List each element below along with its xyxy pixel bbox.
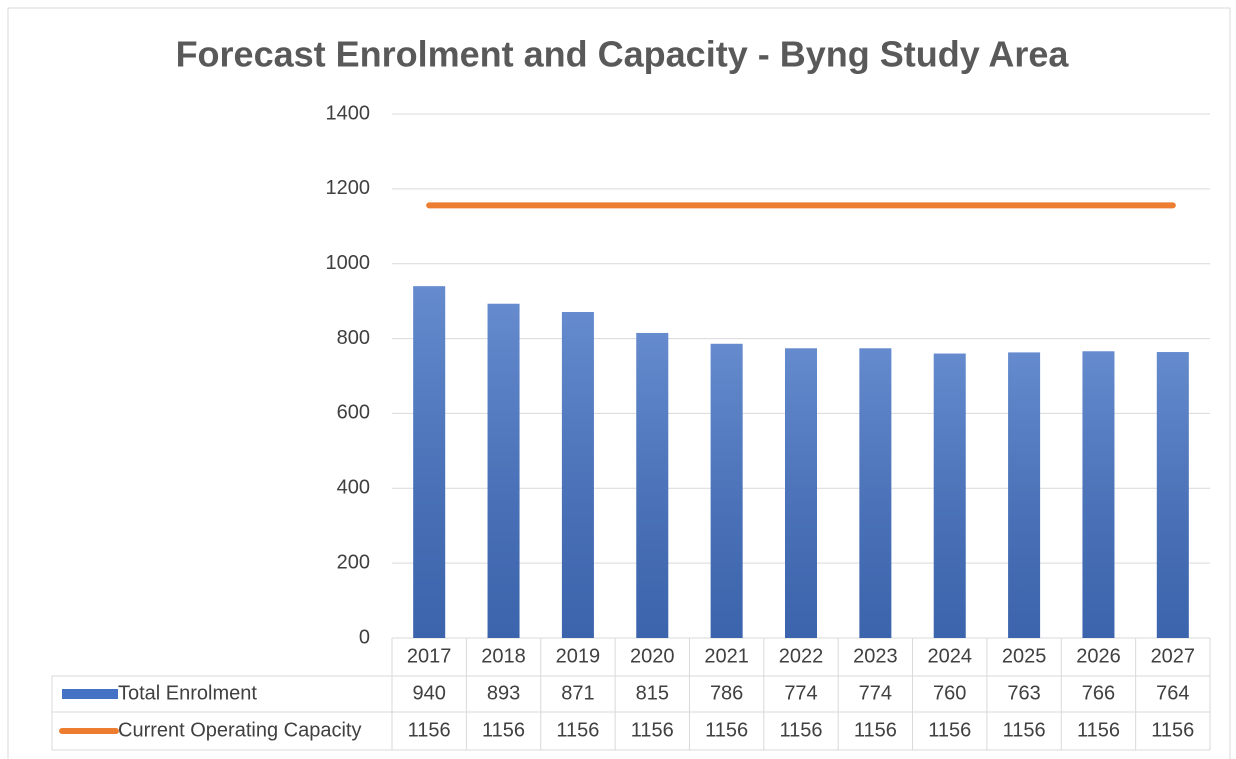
bar-shade [636,332,669,638]
table-value: 760 [933,682,966,704]
bar-shade [487,303,520,638]
bar-shade [710,343,743,638]
y-tick-label: 200 [337,551,370,573]
table-value: 1156 [928,719,971,741]
y-tick-label: 1000 [326,252,371,274]
table-value: 1156 [1151,719,1194,741]
x-tick-label: 2018 [481,645,526,667]
x-tick-label: 2021 [704,645,749,667]
y-tick-label: 800 [337,327,370,349]
bar-shade [1082,351,1115,638]
x-tick-label: 2025 [1002,645,1047,667]
x-tick-label: 2026 [1076,645,1121,667]
y-tick-label: 1400 [326,102,371,124]
table-value: 1156 [779,719,822,741]
y-tick-label: 1200 [326,177,371,199]
bar-shade [1008,352,1041,638]
table-value: 815 [636,682,669,704]
y-tick-label: 600 [337,402,370,424]
bar-shade [413,286,446,638]
y-tick-label: 0 [359,626,370,648]
bar-shade [933,353,966,638]
x-tick-label: 2024 [927,645,972,667]
bar-shade [1156,352,1189,638]
legend-key [62,689,118,699]
legend-label: Total Enrolment [118,682,257,704]
table-value: 764 [1156,682,1189,704]
table-value: 940 [412,682,445,704]
table-value: 774 [784,682,817,704]
table-value: 786 [710,682,743,704]
table-value: 1156 [482,719,525,741]
x-tick-label: 2022 [779,645,824,667]
x-tick-label: 2023 [853,645,898,667]
y-tick-label: 400 [337,477,370,499]
bar-shade [785,348,817,638]
chart-title: Forecast Enrolment and Capacity - Byng S… [176,34,1070,75]
table-value: 763 [1007,682,1040,704]
bar-shade [561,311,594,638]
x-tick-label: 2017 [407,645,452,667]
x-tick-label: 2019 [556,645,601,667]
table-value: 1156 [1077,719,1120,741]
table-value: 1156 [705,719,748,741]
table-value: 1156 [631,719,674,741]
table-value: 871 [561,682,594,704]
x-tick-label: 2020 [630,645,675,667]
table-value: 1156 [408,719,451,741]
table-value: 1156 [854,719,897,741]
table-value: 766 [1082,682,1115,704]
table-value: 893 [487,682,520,704]
legend-label: Current Operating Capacity [118,719,361,741]
chart-border [7,7,1231,759]
table-value: 1156 [1003,719,1046,741]
bar-shade [859,348,892,638]
x-tick-label: 2027 [1151,645,1196,667]
table-value: 1156 [556,719,599,741]
table-value: 774 [859,682,892,704]
